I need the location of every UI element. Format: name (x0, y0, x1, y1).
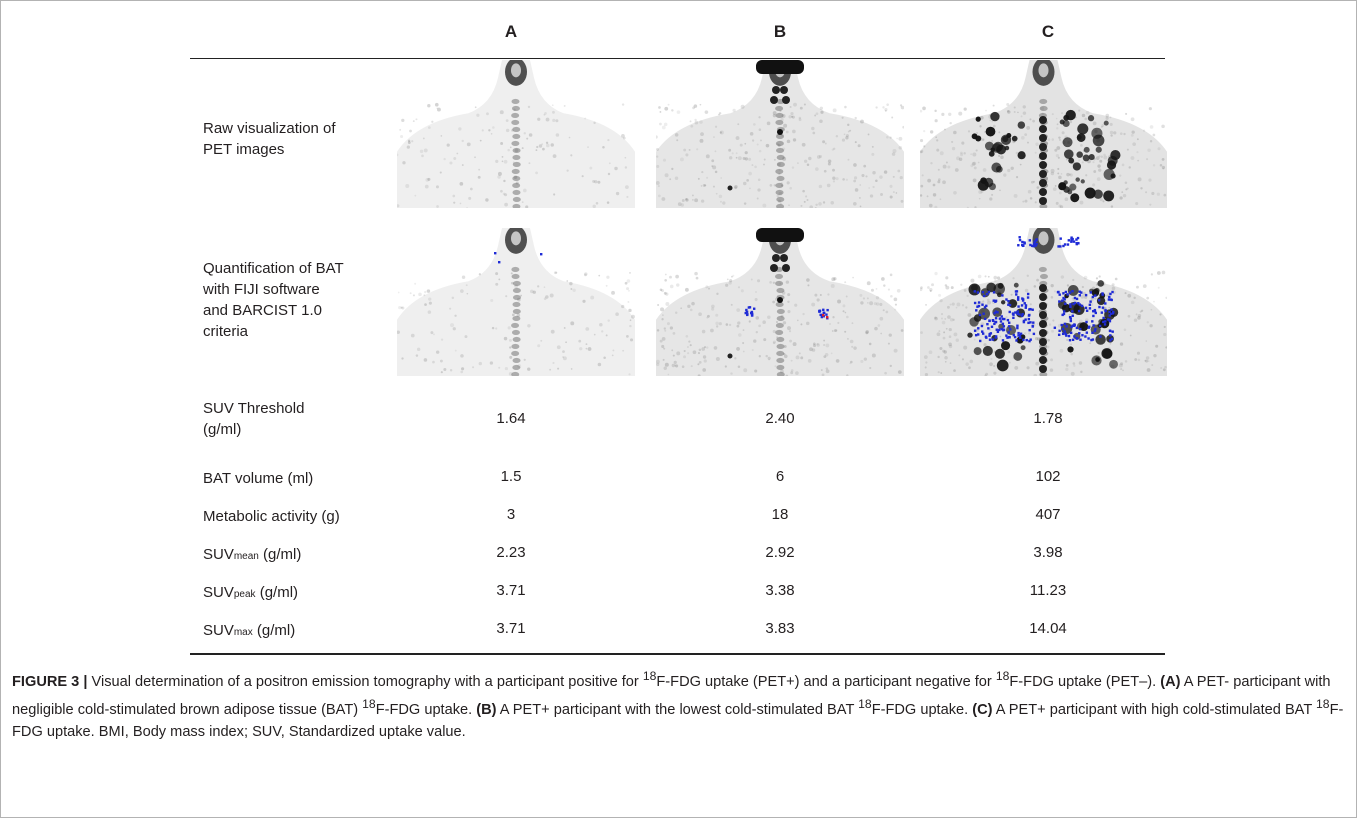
pet-image-raw-b (656, 60, 904, 208)
caption-text-9: F-FDG uptake. BMI, Body mass index; SUV,… (12, 701, 1344, 740)
row-label-raw-line2: PET images (203, 141, 285, 158)
caption-sup-2: 18 (995, 669, 1010, 683)
bottom-rule (190, 653, 1165, 655)
caption-text-6: A PET+ participant with the lowest cold-… (496, 701, 859, 718)
caption-text-7: F-FDG uptake. (871, 701, 973, 718)
caption-label-b: (B) (476, 701, 497, 718)
caption-text-4: A PET- participant with negligible cold-… (12, 673, 1331, 718)
row-label-quant-line1: Quantification of BAT (203, 260, 344, 277)
caption-figure-number: FIGURE 3 | (12, 673, 88, 690)
cell-metabolic-a: 3 (506, 506, 516, 523)
cell-metabolic-c: 407 (1035, 506, 1061, 523)
suv-mean-main: SUV (203, 546, 234, 563)
caption-text-2: F-FDG uptake (PET+) and a participant ne… (656, 673, 996, 690)
cell-suv-mean-b: 2.92 (765, 544, 795, 561)
figure-caption: FIGURE 3 | Visual determination of a pos… (12, 665, 1347, 743)
cell-bat-volume-c: 102 (1035, 468, 1061, 485)
row-label-suv-max: SUVmax (g/ml) (203, 620, 295, 643)
caption-text-5: F-FDG uptake. (375, 701, 477, 718)
cell-suv-peak-b: 3.38 (765, 582, 795, 599)
row-label-bat-volume: BAT volume (ml) (203, 470, 314, 487)
cell-metabolic-b: 18 (771, 506, 789, 523)
row-label-quant-line3: and BARCIST 1.0 (203, 302, 322, 319)
caption-label-a: (A) (1160, 673, 1181, 690)
caption-text-3: F-FDG uptake (PET–). (1009, 673, 1161, 690)
cell-bat-volume-b: 6 (775, 468, 785, 485)
cell-suv-mean-c: 3.98 (1033, 544, 1063, 561)
caption-text-8: A PET+ participant with high cold-stimul… (992, 701, 1317, 718)
caption-text-1: Visual determination of a positron emiss… (87, 673, 643, 690)
cell-suv-mean-a: 2.23 (496, 544, 526, 561)
caption-sup-4: 18 (858, 696, 872, 711)
cell-suv-max-a: 3.71 (496, 620, 526, 637)
row-label-suv-threshold: SUV Threshold (g/ml) (203, 398, 304, 440)
caption-label-c: (C) (972, 701, 993, 718)
suv-mean-sub: mean (233, 551, 259, 562)
caption-sup-3: 18 (362, 696, 376, 711)
row-label-suv-peak: SUVpeak (g/ml) (203, 582, 298, 605)
caption-sup-5: 18 (1316, 696, 1330, 711)
pet-image-quant-b (656, 228, 904, 376)
column-header-c: C (1041, 22, 1055, 41)
top-rule (190, 58, 1165, 59)
row-label-suv-threshold-line1: SUV Threshold (203, 400, 305, 417)
row-label-suv-threshold-line2: (g/ml) (203, 421, 242, 438)
pet-image-quant-a (397, 228, 635, 376)
suv-peak-main: SUV (203, 584, 234, 601)
suv-peak-sub: peak (233, 589, 256, 600)
suv-max-sub: max (233, 627, 253, 638)
pet-image-raw-a (397, 60, 635, 208)
pet-image-raw-c (920, 60, 1167, 208)
cell-suv-peak-a: 3.71 (496, 582, 526, 599)
column-header-a: A (504, 22, 518, 41)
suv-peak-suffix: (g/ml) (255, 584, 299, 601)
row-label-quant-line4: criteria (203, 323, 249, 340)
row-label-quant: Quantification of BAT with FIJI software… (203, 258, 344, 342)
cell-bat-volume-a: 1.5 (500, 468, 522, 485)
suv-max-suffix: (g/ml) (252, 622, 296, 639)
row-label-suv-mean: SUVmean (g/ml) (203, 544, 301, 567)
pet-image-quant-c (920, 228, 1167, 376)
row-label-quant-line2: with FIJI software (203, 281, 320, 298)
row-label-metabolic-activity: Metabolic activity (g) (203, 508, 340, 525)
cell-suv-peak-c: 11.23 (1029, 582, 1067, 599)
cell-suv-max-b: 3.83 (765, 620, 795, 637)
suv-max-main: SUV (203, 622, 234, 639)
cell-suv-threshold-a: 1.64 (496, 410, 526, 427)
row-label-raw-line1: Raw visualization of (203, 120, 336, 137)
cell-suv-threshold-c: 1.78 (1033, 410, 1063, 427)
suv-mean-suffix: (g/ml) (258, 546, 302, 563)
row-label-raw: Raw visualization of PET images (203, 118, 336, 160)
column-header-b: B (773, 22, 787, 41)
cell-suv-threshold-b: 2.40 (765, 410, 795, 427)
cell-suv-max-c: 14.04 (1029, 620, 1067, 637)
caption-sup-1: 18 (642, 669, 657, 683)
